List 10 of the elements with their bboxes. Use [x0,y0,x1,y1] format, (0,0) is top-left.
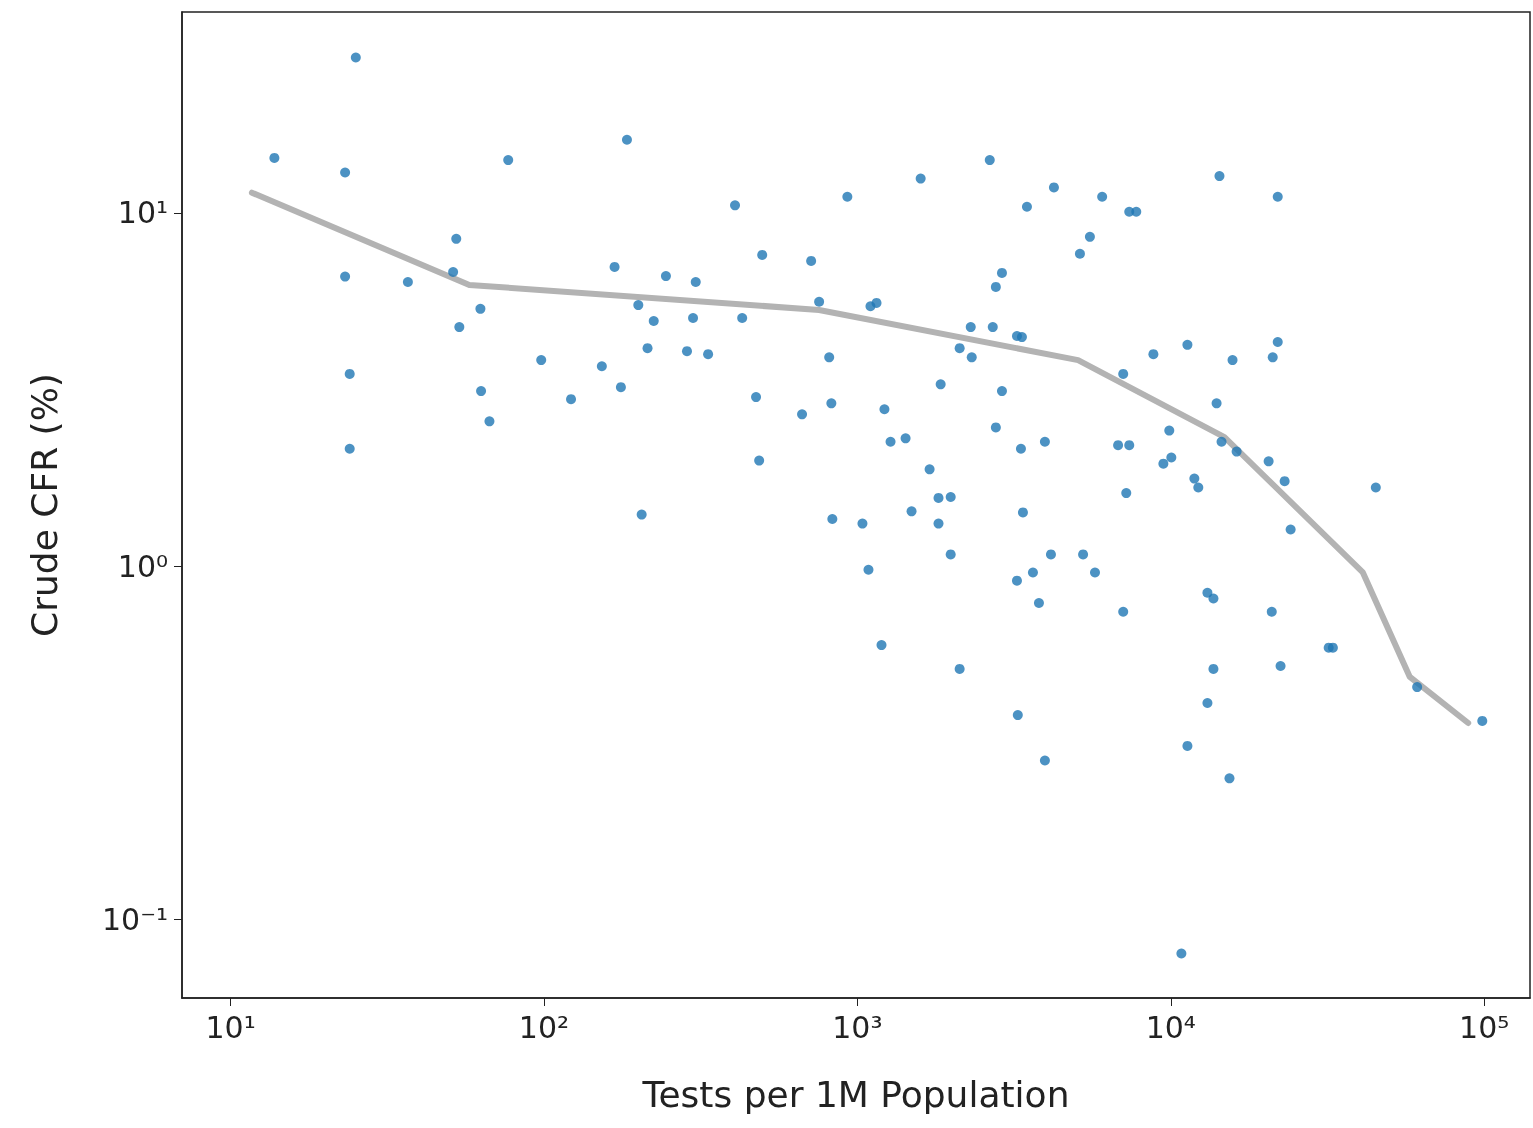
x-tick-label: 10² [518,1009,570,1045]
y-tick-label: 10⁻¹ [101,902,168,938]
x-tick-label: 10¹ [205,1009,256,1045]
x-tick-label: 10³ [832,1009,883,1045]
y-axis-title: Crude CFR (%) [23,373,65,637]
y-tick-label: 10⁰ [117,548,168,584]
x-axis-title: Tests per 1M Population [641,1073,1070,1115]
x-tick-label: 10⁴ [1145,1009,1196,1045]
y-tick-label: 10¹ [117,195,168,231]
x-tick-label: 10⁵ [1459,1009,1510,1045]
